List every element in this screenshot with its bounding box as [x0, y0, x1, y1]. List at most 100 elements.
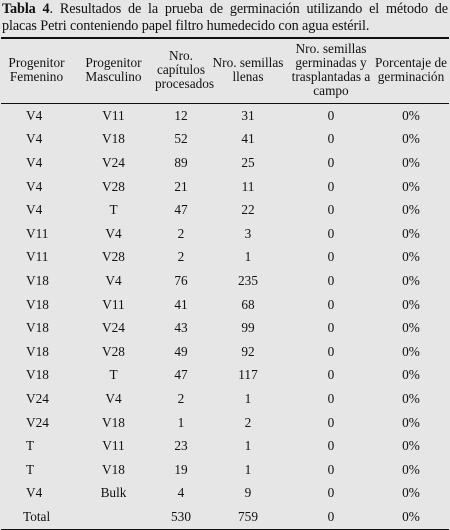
cell-semillas-llenas: 1: [244, 461, 252, 477]
cell-progenitor-masculino: V28: [102, 343, 125, 359]
cell-porcentaje: 0%: [402, 249, 420, 265]
table-caption-text: . Resultados de la prueba de germinación…: [2, 1, 448, 34]
cell-progenitor-femenino: V4: [26, 131, 43, 147]
cell-semillas-llenas: 1: [244, 390, 252, 406]
cell-progenitor-femenino: V11: [26, 225, 49, 241]
cell-porcentaje: 0%: [402, 461, 420, 477]
cell-capitulos: 4: [177, 485, 185, 501]
col-header-porcentaje-germinacion: Porcentaje de germinación: [375, 55, 447, 84]
cell-progenitor-masculino: V28: [102, 178, 125, 194]
cell-porcentaje: 0%: [402, 367, 420, 383]
cell-progenitor-masculino: T: [109, 202, 118, 218]
table-row: V4 V28 21 11 0 0%: [1, 175, 449, 199]
cell-capitulos: 41: [174, 296, 188, 312]
cell-progenitor-femenino: T: [26, 438, 35, 454]
cell-progenitor-masculino: V18: [102, 461, 125, 477]
cell-porcentaje: 0%: [402, 485, 420, 501]
total-semillas-germinadas: 0: [289, 505, 373, 530]
cell-capitulos: 76: [174, 272, 188, 288]
cell-semillas-llenas: 3: [244, 225, 252, 241]
cell-semillas-germinadas: 0: [327, 461, 335, 477]
cell-semillas-llenas: 2: [244, 414, 252, 430]
table-row: T V11 23 1 0 0%: [1, 434, 449, 458]
col-header-progenitor-masculino: Progenitor Masculino: [85, 55, 142, 84]
table-row: V11 V28 2 1 0 0%: [1, 246, 449, 270]
cell-progenitor-masculino: Bulk: [100, 485, 127, 501]
cell-progenitor-masculino: V28: [102, 249, 125, 265]
cell-semillas-germinadas: 0: [327, 390, 335, 406]
cell-progenitor-femenino: V18: [26, 320, 49, 336]
cell-progenitor-masculino: V18: [102, 414, 125, 430]
cell-capitulos: 47: [174, 202, 188, 218]
cell-semillas-germinadas: 0: [327, 438, 335, 454]
cell-semillas-llenas: 9: [244, 485, 252, 501]
cell-progenitor-masculino: V18: [102, 131, 125, 147]
cell-porcentaje: 0%: [402, 272, 420, 288]
cell-progenitor-masculino: V24: [102, 154, 125, 170]
cell-semillas-germinadas: 0: [327, 107, 335, 123]
cell-capitulos: 43: [174, 320, 188, 336]
cell-porcentaje: 0%: [402, 414, 420, 430]
cell-porcentaje: 0%: [402, 131, 420, 147]
cell-progenitor-femenino: V18: [26, 343, 49, 359]
table-row: V11 V4 2 3 0 0%: [1, 222, 449, 246]
col-header-progenitor-femenino: Progenitor Femenino: [8, 55, 65, 84]
col-header-semillas-llenas: Nro. semillas llenas: [212, 55, 284, 84]
total-capitulos: 530: [155, 505, 207, 530]
cell-semillas-llenas: 92: [241, 343, 255, 359]
cell-progenitor-femenino: V18: [26, 367, 49, 383]
cell-capitulos: 49: [174, 343, 188, 359]
cell-capitulos: 19: [174, 461, 188, 477]
table-header: Progenitor Femenino Progenitor Masculino…: [1, 38, 449, 104]
table-row: V24 V4 2 1 0 0%: [1, 387, 449, 411]
cell-capitulos: 2: [177, 225, 185, 241]
cell-progenitor-femenino: V24: [26, 390, 49, 406]
cell-progenitor-femenino: V4: [26, 202, 43, 218]
cell-semillas-germinadas: 0: [327, 202, 335, 218]
cell-capitulos: 47: [174, 367, 188, 383]
cell-capitulos: 89: [174, 154, 188, 170]
cell-progenitor-femenino: V11: [26, 249, 49, 265]
table-row: V4 V18 52 41 0 0%: [1, 128, 449, 152]
cell-capitulos: 23: [174, 438, 188, 454]
table-caption-label: Tabla 4: [2, 1, 50, 17]
cell-semillas-germinadas: 0: [327, 367, 335, 383]
table-caption: Tabla 4. Resultados de la prueba de germ…: [2, 1, 448, 35]
cell-capitulos: 21: [174, 178, 188, 194]
total-label: Total: [1, 505, 72, 530]
cell-semillas-germinadas: 0: [327, 485, 335, 501]
col-header-capitulos-procesados: Nro. capítulos procesados: [155, 48, 215, 91]
cell-semillas-germinadas: 0: [327, 154, 335, 170]
cell-semillas-llenas: 25: [241, 154, 255, 170]
cell-semillas-llenas: 11: [241, 178, 255, 194]
table-row: V4 T 47 22 0 0%: [1, 198, 449, 222]
cell-semillas-germinadas: 0: [327, 296, 335, 312]
cell-progenitor-masculino: V11: [102, 296, 125, 312]
cell-semillas-llenas: 31: [241, 107, 255, 123]
total-porcentaje: 0%: [373, 505, 449, 530]
header-row: Progenitor Femenino Progenitor Masculino…: [1, 38, 449, 104]
cell-porcentaje: 0%: [402, 320, 420, 336]
cell-progenitor-femenino: V24: [26, 414, 49, 430]
table-row: V4 V24 89 25 0 0%: [1, 151, 449, 175]
cell-porcentaje: 0%: [402, 202, 420, 218]
cell-semillas-llenas: 22: [241, 202, 255, 218]
cell-semillas-germinadas: 0: [327, 343, 335, 359]
cell-capitulos: 1: [177, 414, 185, 430]
total-semillas-llenas: 759: [207, 505, 289, 530]
table-body: V4 V11 12 31 0 0% V4 V18 52 41 0 0% V4 V24 89 25 0 0% V4 V2…: [1, 104, 449, 530]
cell-progenitor-masculino: V11: [102, 438, 125, 454]
cell-semillas-llenas: 1: [244, 438, 252, 454]
cell-progenitor-femenino: V18: [26, 296, 49, 312]
cell-semillas-germinadas: 0: [327, 178, 335, 194]
col-header-semillas-germinadas: Nro. semillas germinadas y trasplantadas…: [291, 41, 371, 98]
cell-semillas-llenas: 235: [238, 272, 258, 288]
cell-progenitor-femenino: V4: [26, 154, 43, 170]
cell-porcentaje: 0%: [402, 178, 420, 194]
cell-porcentaje: 0%: [402, 390, 420, 406]
cell-progenitor-masculino: V4: [105, 390, 122, 406]
cell-semillas-germinadas: 0: [327, 249, 335, 265]
cell-porcentaje: 0%: [402, 438, 420, 454]
cell-progenitor-femenino: V18: [26, 272, 49, 288]
table-row: V24 V18 1 2 0 0%: [1, 411, 449, 435]
